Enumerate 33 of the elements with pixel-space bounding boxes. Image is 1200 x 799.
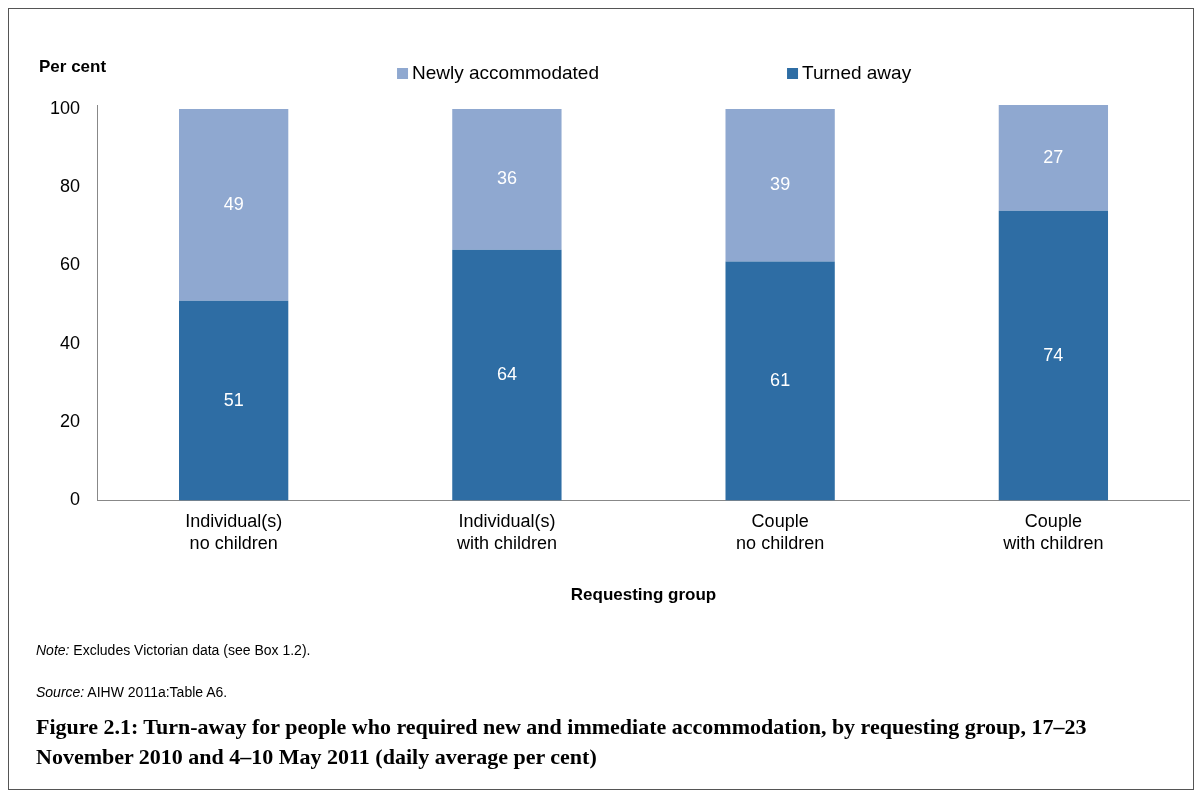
y-axis-title: Per cent xyxy=(39,56,107,76)
y-tick-label: 100 xyxy=(49,97,81,118)
y-tick-label: 20 xyxy=(60,411,81,432)
x-tick-label: Couple with children xyxy=(1002,511,1104,553)
data-label: 74 xyxy=(1043,344,1064,365)
text: Figure 2.1: Turn-away for people who required new and immediate accommodation, by requesting group, 17–23 November 2010 and 4–10 May 2011 (daily average per cent) xyxy=(36,713,1088,771)
data-label: 51 xyxy=(223,389,244,410)
text: Note: Excludes Victorian data (see Box 1.2). xyxy=(36,642,311,658)
x-tick-label: Individual(s) with children xyxy=(455,511,557,553)
bar xyxy=(452,108,562,250)
x-axis-title: Requesting group xyxy=(570,585,717,605)
bar xyxy=(452,249,562,501)
source-note: Source: AIHW 2011a:Table A6. xyxy=(36,684,228,700)
y-tick-label: 80 xyxy=(60,176,81,197)
bar xyxy=(998,105,1109,211)
bar xyxy=(179,300,289,501)
data-label: 61 xyxy=(770,369,791,390)
bar xyxy=(998,210,1109,501)
y-tick-label: 0 xyxy=(70,489,81,510)
data-label: 49 xyxy=(223,193,244,214)
legend-label: Turned away xyxy=(802,62,912,84)
data-label: 64 xyxy=(496,364,517,385)
bar xyxy=(179,108,289,301)
data-label: 39 xyxy=(770,174,791,195)
x-tick-label: Couple no children xyxy=(736,511,825,553)
y-tick-label: 60 xyxy=(60,254,81,275)
legend-label: Newly accommodated xyxy=(412,62,599,84)
bar xyxy=(725,108,835,262)
x-tick-label: Individual(s) no children xyxy=(185,511,283,553)
y-tick-label: 40 xyxy=(60,332,81,353)
data-label: 36 xyxy=(496,168,517,189)
data-label: 27 xyxy=(1043,146,1064,167)
bar xyxy=(725,261,835,501)
